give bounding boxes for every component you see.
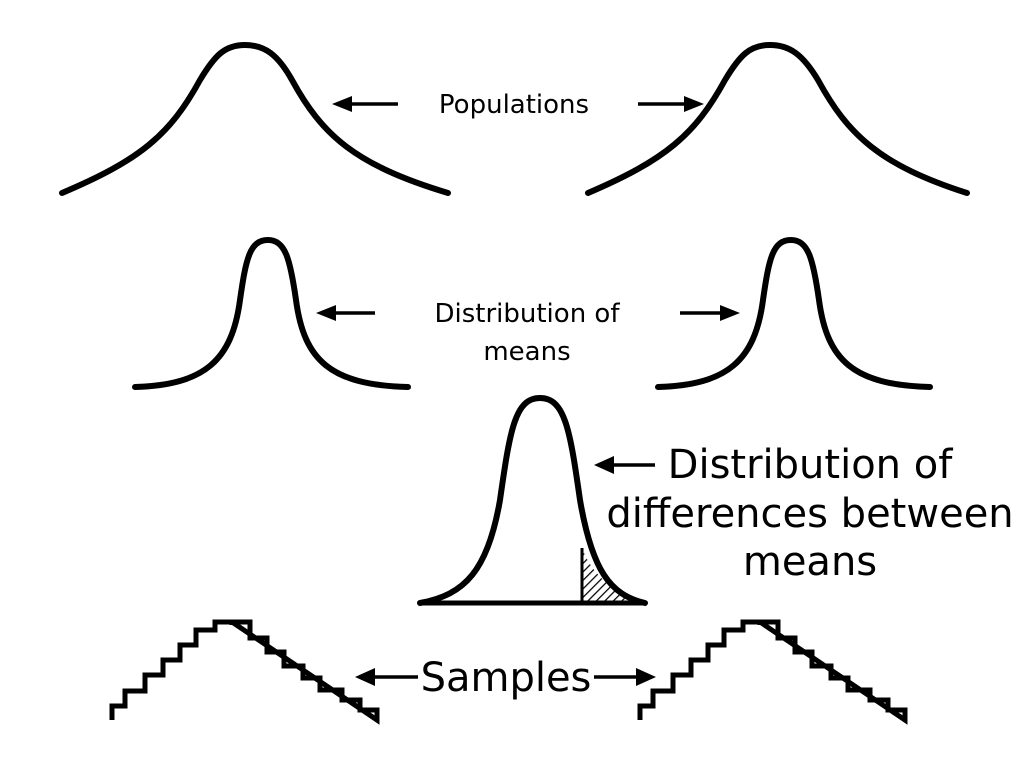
samples-label: Samples xyxy=(421,655,592,701)
means-curve-right xyxy=(655,237,933,390)
sample-histogram-left xyxy=(109,619,380,725)
means-curve-left xyxy=(132,237,411,390)
differences-arrow xyxy=(594,456,655,474)
distribution-of-differences-label-line1: Distribution of xyxy=(668,442,954,488)
distribution-of-means-label-line1: Distribution of xyxy=(434,299,620,329)
populations-arrow-right xyxy=(638,96,704,112)
means-arrow-left xyxy=(316,305,375,321)
populations-arrow-left xyxy=(332,96,398,112)
distribution-of-differences-label-line2: differences between xyxy=(606,491,1013,537)
population-curve-left xyxy=(59,42,451,196)
distribution-of-means-label-line2: means xyxy=(483,337,570,367)
means-arrow-right xyxy=(680,305,740,321)
population-curve-right xyxy=(585,42,970,196)
shaded-tail-region xyxy=(582,548,642,603)
samples-arrow-left xyxy=(355,668,418,686)
difference-curve xyxy=(417,395,648,606)
samples-arrow-right xyxy=(594,668,656,686)
populations-label: Populations xyxy=(439,90,589,120)
distribution-of-differences-label-line3: means xyxy=(743,539,877,585)
sample-histogram-right xyxy=(637,619,908,725)
